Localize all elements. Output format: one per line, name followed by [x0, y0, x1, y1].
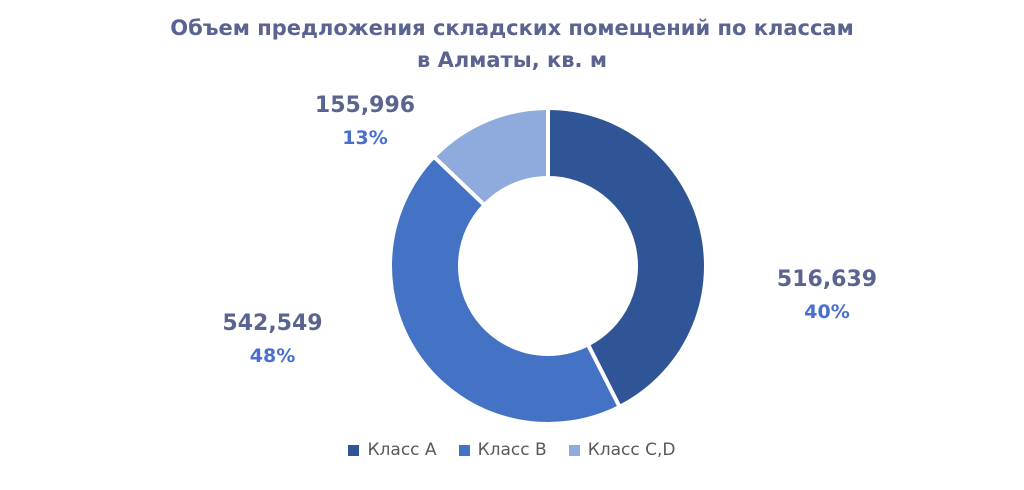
donut-slice-class-b[interactable] [388, 154, 622, 426]
data-label-value-class-b: 542,549 [222, 311, 323, 336]
data-label-class-cd: 155,996 13% [300, 90, 430, 154]
donut-slice-class-cd[interactable] [431, 106, 550, 208]
chart-title-line-2: в Алматы, кв. м [416, 48, 607, 72]
data-label-value-class-cd: 155,996 [314, 93, 416, 118]
data-label-percent-class-cd: 13% [342, 127, 388, 149]
legend-label-class-a: Класс A [367, 440, 437, 460]
data-label-percent-class-a: 40% [804, 301, 850, 323]
legend-swatch-class-cd [568, 444, 580, 456]
chart-title-line-1: Объем предложения складских помещений по… [170, 16, 854, 40]
legend-item-class-b[interactable]: Класс B [458, 440, 547, 460]
data-label-class-b: 542,549 48% [205, 308, 340, 372]
legend-swatch-class-a [348, 444, 360, 456]
chart-title: Объем предложения складских помещений по… [0, 12, 1024, 76]
donut-slice-class-a[interactable] [546, 106, 708, 409]
legend-swatch-class-b [458, 444, 470, 456]
legend-item-class-cd[interactable]: Класс C,D [568, 440, 676, 460]
legend-label-class-cd: Класс C,D [587, 440, 676, 460]
data-label-class-a: 516,639 40% [762, 264, 892, 328]
legend-item-class-a[interactable]: Класс A [348, 440, 437, 460]
data-label-percent-class-b: 48% [249, 345, 296, 367]
data-label-value-class-a: 516,639 [776, 267, 878, 292]
legend-label-class-b: Класс B [477, 440, 547, 460]
chart-legend: Класс A Класс B Класс C,D [0, 440, 1024, 460]
